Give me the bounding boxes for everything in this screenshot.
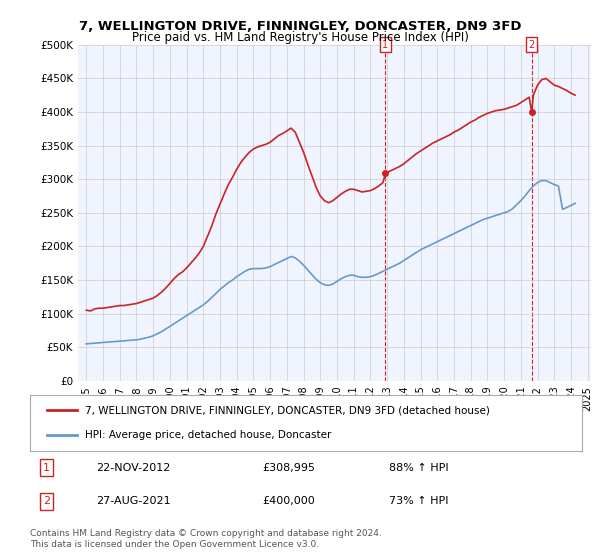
Text: 27-AUG-2021: 27-AUG-2021 [96, 496, 171, 506]
Text: HPI: Average price, detached house, Doncaster: HPI: Average price, detached house, Donc… [85, 430, 332, 440]
Text: 88% ↑ HPI: 88% ↑ HPI [389, 463, 448, 473]
Text: Contains HM Land Registry data © Crown copyright and database right 2024.
This d: Contains HM Land Registry data © Crown c… [30, 529, 382, 549]
Text: £400,000: £400,000 [262, 496, 314, 506]
Text: 22-NOV-2012: 22-NOV-2012 [96, 463, 170, 473]
Text: Price paid vs. HM Land Registry's House Price Index (HPI): Price paid vs. HM Land Registry's House … [131, 31, 469, 44]
Text: 7, WELLINGTON DRIVE, FINNINGLEY, DONCASTER, DN9 3FD: 7, WELLINGTON DRIVE, FINNINGLEY, DONCAST… [79, 20, 521, 32]
Text: 1: 1 [382, 40, 389, 50]
Text: £308,995: £308,995 [262, 463, 315, 473]
Text: 7, WELLINGTON DRIVE, FINNINGLEY, DONCASTER, DN9 3FD (detached house): 7, WELLINGTON DRIVE, FINNINGLEY, DONCAST… [85, 405, 490, 416]
Text: 2: 2 [43, 496, 50, 506]
Text: 73% ↑ HPI: 73% ↑ HPI [389, 496, 448, 506]
Text: 1: 1 [43, 463, 50, 473]
Text: 2: 2 [529, 40, 535, 50]
